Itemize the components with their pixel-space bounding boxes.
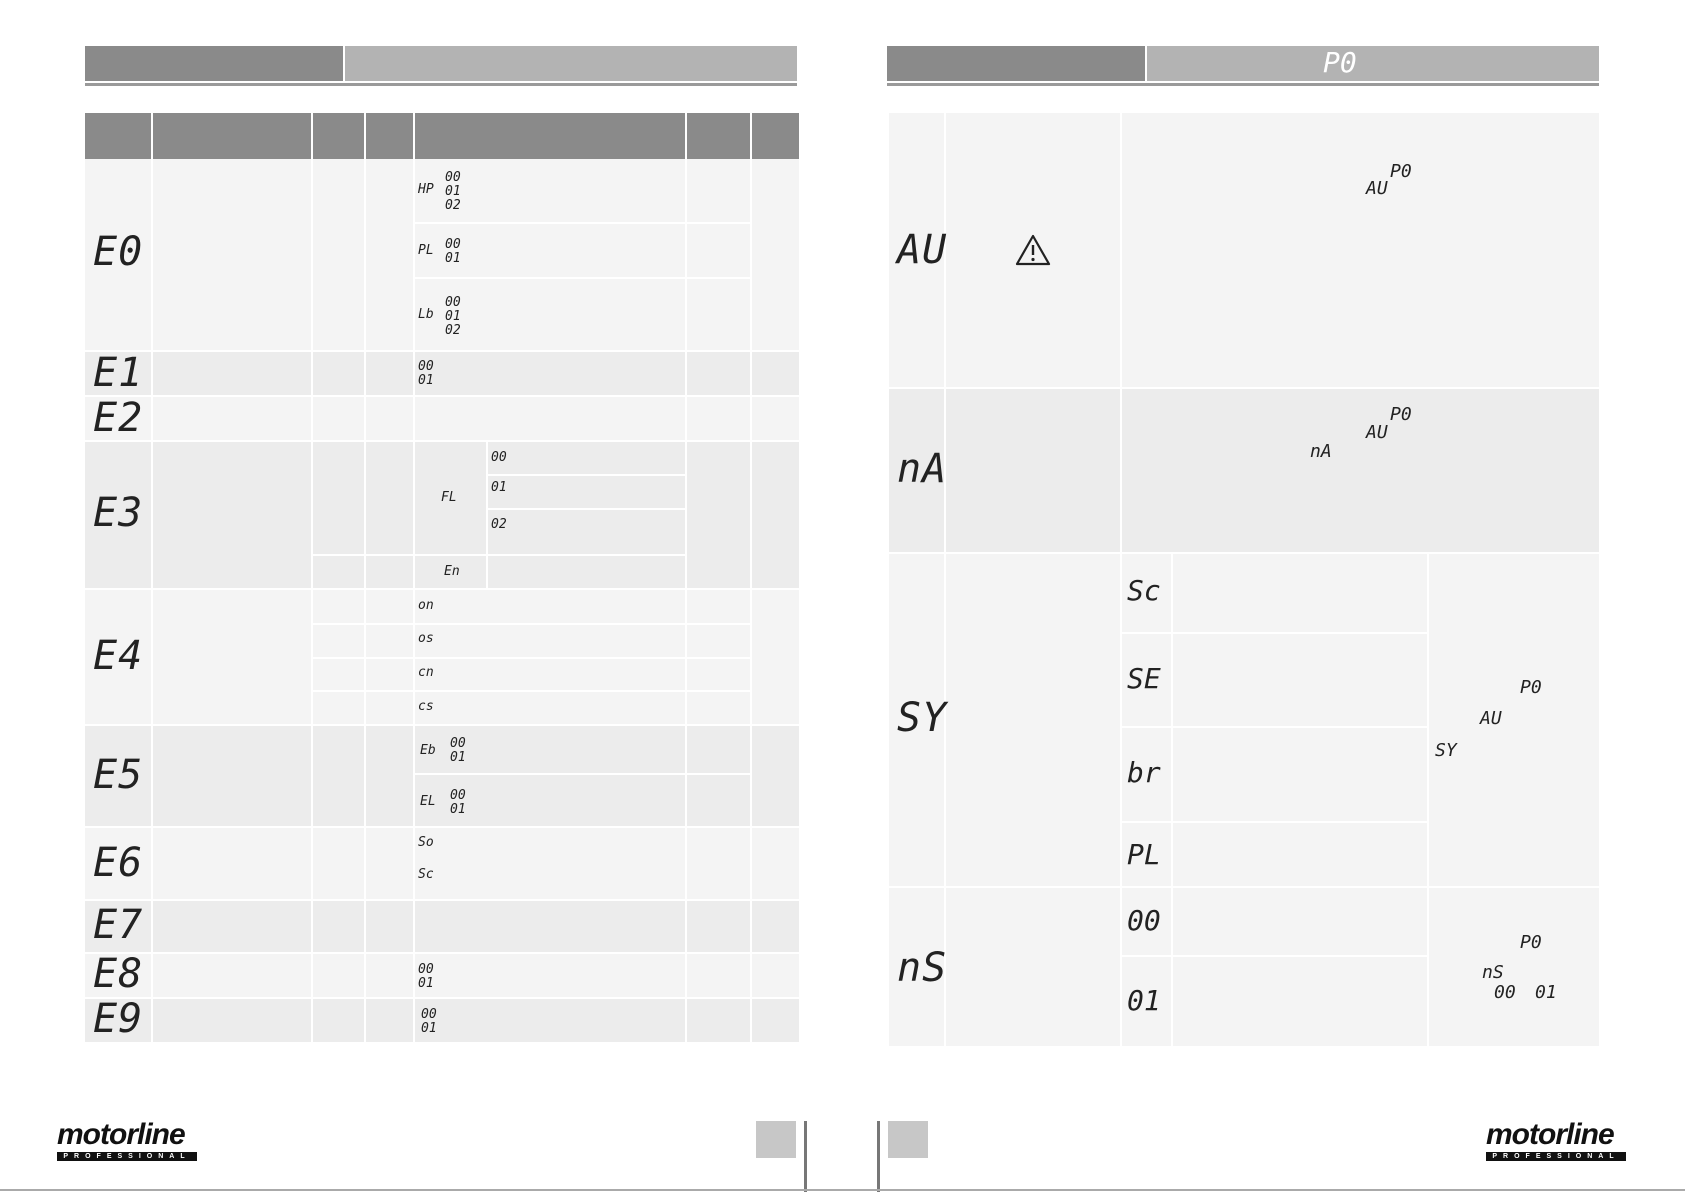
sy-side-code-p0: P0 [1520,677,1542,698]
ns-option-00: 00 [1127,904,1161,937]
left-header-light [345,46,797,81]
row-e6 [85,828,799,899]
ns-side-code-p0: P0 [1520,932,1542,953]
e3-extra-en: En [444,564,460,579]
brand-name: motorline [1486,1118,1615,1151]
code-na: nA [897,446,948,492]
ns-option-01: 01 [1127,984,1161,1017]
brand-subtitle: PROFESSIONAL [57,1152,197,1161]
e4-item-cs: cs [418,699,434,714]
e3-prefix-fl: FL [441,490,457,505]
e8-values: 00 01 [418,962,434,991]
e0-prefix-pl: PL [418,243,434,258]
brand-subtitle: PROFESSIONAL [1486,1152,1626,1161]
e3-value-02: 02 [491,517,507,532]
row-e3 [85,442,799,588]
page-number-box-right [888,1121,928,1158]
right-header-dark [887,46,1145,81]
brand-logo-left: motorline PROFESSIONAL [57,1118,197,1161]
e9-values: 00 01 [421,1007,437,1036]
sy-option-sc: Sc [1127,574,1161,607]
sy-side-code-sy: SY [1435,740,1457,761]
sy-option-se: SE [1127,662,1161,695]
warning-triangle-icon [1015,234,1051,266]
code-e6: E6 [93,840,144,886]
e3-value-01: 01 [491,480,507,495]
brand-logo-right: motorline PROFESSIONAL [1486,1118,1626,1161]
row-au [889,113,1599,387]
code-e7: E7 [93,902,144,948]
right-header-rule [887,83,1599,86]
row-e7 [85,901,799,952]
gutter-line-right [877,1121,880,1192]
e4-item-os: os [418,631,434,646]
e4-item-on: on [418,598,434,613]
sy-option-br: br [1127,756,1161,789]
code-ns: nS [897,945,948,991]
e6-item-so: So [418,835,434,850]
code-e2: E2 [93,395,144,441]
left-header-rule [85,83,797,86]
code-e8: E8 [93,951,144,997]
code-e1: E1 [93,350,144,396]
row-na [889,389,1599,552]
left-header-dark [85,46,343,81]
page-number-box-left [756,1121,796,1158]
bottom-edge [0,1189,1685,1191]
right-header-code: P0 [1323,46,1357,79]
e1-values: 00 01 [418,359,434,388]
e4-item-cn: cn [418,665,434,680]
row-e8 [85,954,799,997]
e6-item-sc: Sc [418,867,434,882]
row-e2 [85,397,799,440]
na-desc-code-au: AU [1366,422,1388,443]
row-e9 [85,999,799,1042]
na-desc-code-p0: P0 [1390,404,1412,425]
sy-side-code-au: AU [1480,708,1502,729]
row-e5 [85,726,799,826]
row-e0 [85,159,799,350]
ns-side-code-00: 00 [1494,982,1516,1003]
row-ns [889,888,1599,1046]
ns-side-code-01: 01 [1535,982,1557,1003]
code-e3: E3 [93,490,144,536]
code-e0: E0 [93,229,144,275]
right-header-light: P0 [1147,46,1599,81]
ns-side-code-ns: nS [1482,962,1504,983]
e3-value-00: 00 [491,450,507,465]
sy-option-pl: PL [1127,838,1161,871]
e5-values-eb: 00 01 [450,736,466,765]
brand-name: motorline [57,1118,186,1151]
e0-prefix-hp: HP [418,182,434,197]
left-column-header [85,113,799,159]
gutter-line-left [804,1121,807,1192]
na-desc-code-na: nA [1310,441,1332,462]
row-e1 [85,352,799,395]
e5-prefix-el: EL [420,794,436,809]
au-desc-code-p0: P0 [1390,161,1412,182]
e0-values-hp: 00 01 02 [445,170,461,213]
e0-prefix-lb: Lb [418,307,434,322]
e0-values-lb: 00 01 02 [445,295,461,338]
e0-values-pl: 00 01 [445,237,461,266]
e5-prefix-eb: Eb [420,743,436,758]
code-e9: E9 [93,996,144,1042]
e5-values-el: 00 01 [450,788,466,817]
code-e5: E5 [93,752,144,798]
code-au: AU [897,227,948,273]
au-desc-code-au: AU [1366,178,1388,199]
code-e4: E4 [93,633,144,679]
code-sy: SY [897,695,948,741]
row-sy [889,554,1599,886]
